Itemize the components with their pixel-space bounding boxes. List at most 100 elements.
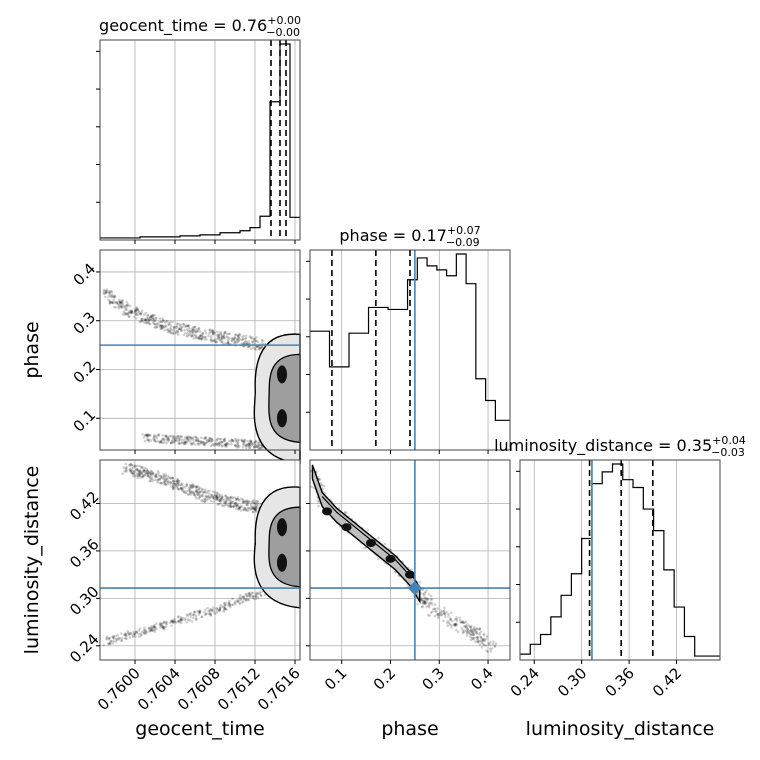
- panel-2d-geocent_time_vs_luminosity_distance-lower-tail-point-96: [208, 610, 211, 613]
- panel-2d-geocent_time_vs_phase-upper-tail-point-285: [237, 335, 241, 338]
- panel-2d-geocent_time_vs_phase-upper-tail-point-240: [164, 324, 167, 327]
- panel-2d-geocent_time_vs_luminosity_distance-upper-tail-point-219: [175, 485, 178, 489]
- panel-2d-geocent_time_vs_luminosity_distance-upper-tail-point-72: [194, 489, 198, 493]
- panel-2d-geocent_time_vs_luminosity_distance-upper-tail-point-366: [215, 494, 219, 497]
- panel-2d-geocent_time_vs_luminosity_distance-upper-tail-point-225: [146, 469, 149, 473]
- panel-2d-phase_vs_luminosity_distance-band-point-393: [420, 605, 424, 609]
- panel-2d-phase_vs_luminosity_distance-band-point-491: [478, 643, 482, 646]
- panel-2d-geocent_time_vs_luminosity_distance-upper-tail-point-267: [166, 482, 170, 486]
- panel-2d-geocent_time_vs_luminosity_distance-upper-tail-point-251: [125, 470, 128, 473]
- panel-2d-geocent_time_vs_phase-upper-tail-point-85: [191, 328, 195, 332]
- panel-2d-geocent_time_vs_luminosity_distance-lower-tail-point-75: [111, 636, 115, 640]
- panel-2d-geocent_time_vs_luminosity_distance-upper-tail-point-180: [137, 474, 141, 477]
- panel-2d-geocent_time_vs_luminosity_distance-lower-tail-point-156: [138, 627, 142, 630]
- panel-2d-geocent_time_vs_phase-lower-tail-point-152: [199, 440, 203, 443]
- panel-2d-geocent_time_vs_phase-lower-tail-point-40: [175, 439, 179, 443]
- panel-2d-geocent_time_vs_luminosity_distance-lower-tail-point-148: [215, 607, 218, 610]
- panel-2d-geocent_time_vs_luminosity_distance-lower-tail-point-141: [161, 626, 165, 629]
- panel-2d-geocent_time_vs_luminosity_distance-upper-tail-point-231: [238, 506, 242, 510]
- panel-2d-geocent_time_vs_luminosity_distance-upper-tail-point-218: [256, 504, 259, 508]
- panel-2d-geocent_time_vs_phase-upper-tail-point-69: [257, 345, 260, 349]
- panel-2d-geocent_time_vs_luminosity_distance-upper-tail-point-206: [253, 501, 257, 505]
- panel-2d-geocent_time_vs_luminosity_distance-upper-tail-point-84: [203, 500, 206, 503]
- panel-2d-geocent_time_vs_luminosity_distance-upper-tail-point-92: [154, 475, 157, 479]
- panel-2d-geocent_time_vs_luminosity_distance-upper-tail-point-174: [255, 510, 258, 513]
- panel-2d-geocent_time_vs_luminosity_distance-upper-tail-point-428: [150, 469, 153, 473]
- panel-2d-geocent_time_vs_phase-lower-tail-point-80: [223, 439, 226, 442]
- panel-2d-geocent_time_vs_phase-upper-tail-point-118: [147, 316, 150, 320]
- panel-2d-geocent_time_vs_luminosity_distance-upper-tail-point-69: [223, 504, 227, 507]
- panel-2d-geocent_time_vs_phase-upper-tail-point-32: [228, 337, 231, 340]
- panel-2d-phase_vs_luminosity_distance-band-point-130: [442, 612, 445, 616]
- panel-2d-phase_vs_luminosity_distance-band-point-59: [472, 632, 476, 636]
- panel-2d-geocent_time_vs_phase-upper-tail-point-67: [121, 302, 125, 305]
- panel-2d-geocent_time_vs_phase-upper-tail-point-139: [166, 319, 169, 323]
- panel-2d-geocent_time_vs_phase-lower-tail-point-254: [245, 443, 248, 447]
- panel-2d-geocent_time_vs_luminosity_distance-upper-tail-point-437: [139, 475, 142, 479]
- panel-hist-geocent_time-border: [99, 39, 301, 241]
- panel-2d-geocent_time_vs_luminosity_distance-upper-tail-point-379: [177, 488, 181, 491]
- panel-2d-geocent_time_vs_luminosity_distance-lower-tail-point-27: [211, 606, 215, 609]
- panel-2d-geocent_time_vs_luminosity_distance-upper-tail-point-176: [189, 484, 193, 487]
- panel-2d-geocent_time_vs_luminosity_distance-upper-tail-point-419: [171, 485, 175, 489]
- panel-2d-phase_vs_luminosity_distance-band-point-679: [449, 617, 452, 620]
- panel-2d-geocent_time_vs_phase-lower-tail-point-218: [196, 443, 200, 446]
- panel-2d-geocent_time_vs_luminosity_distance-lower-tail-point-208: [209, 612, 213, 616]
- panel-2d-geocent_time_vs_luminosity_distance-upper-tail-point-398: [140, 471, 144, 475]
- panel-2d-geocent_time_vs_phase-upper-tail-point-42: [110, 290, 113, 293]
- panel-2d-phase_vs_luminosity_distance-band-point-653: [429, 601, 432, 605]
- panel-2d-geocent_time_vs_phase-upper-tail-point-323: [219, 338, 222, 342]
- panel-2d-geocent_time_vs_luminosity_distance-lower-tail-point-191: [217, 609, 221, 613]
- panel-2d-geocent_time_vs_phase-lower-tail-point-297: [153, 438, 156, 441]
- panel-2d-geocent_time_vs_luminosity_distance-lower-tail-point-223: [204, 612, 208, 616]
- panel-2d-geocent_time_vs_luminosity_distance-upper-tail-point-153: [155, 473, 159, 476]
- panel-2d-geocent_time_vs_phase-upper-tail-point-22: [140, 319, 144, 323]
- panel-2d-geocent_time_vs_phase-upper-tail-point-279: [193, 329, 196, 332]
- panel-2d-geocent_time_vs_luminosity_distance-upper-tail-point-154: [238, 505, 242, 509]
- panel-2d-geocent_time_vs_phase-lower-tail-point-155: [194, 438, 197, 442]
- panel-2d-geocent_time_vs_phase-upper-tail-point-417: [113, 300, 117, 304]
- panel-2d-geocent_time_vs_phase-upper-tail-point-461: [188, 333, 191, 337]
- panel-2d-phase_vs_luminosity_distance-band-point-469: [362, 546, 366, 550]
- panel-2d-geocent_time_vs_phase-upper-tail-point-429: [222, 332, 226, 336]
- panel-2d-geocent_time_vs_phase-upper-tail-point-19: [198, 337, 201, 341]
- panel-2d-geocent_time_vs_phase-lower-tail-point-151: [236, 442, 240, 445]
- panel-2d-geocent_time_vs_luminosity_distance-lower-tail-point-132: [133, 632, 136, 636]
- panel-2d-phase_vs_luminosity_distance-band-point-694: [321, 487, 324, 491]
- panel-2d-geocent_time_vs_phase-upper-tail-point-404: [192, 334, 196, 337]
- panel-2d-geocent_time_vs_phase-upper-tail-point-160: [147, 322, 151, 326]
- panel-2d-geocent_time_vs_luminosity_distance-upper-tail-point-367: [217, 495, 221, 499]
- panel-2d-geocent_time_vs_luminosity_distance-upper-tail-point-104: [180, 489, 184, 492]
- panel-2d-geocent_time_vs_phase-upper-tail-point-406: [166, 328, 170, 332]
- panel-2d-geocent_time_vs_luminosity_distance-upper-tail-point-276: [169, 476, 173, 480]
- panel-2d-geocent_time_vs_luminosity_distance-upper-tail-point-166: [253, 508, 257, 511]
- panel-2d-phase_vs_luminosity_distance-band-point-143: [420, 598, 424, 602]
- panel-2d-geocent_time_vs_phase-lower-tail-point-258: [217, 442, 220, 446]
- panel-2d-geocent_time_vs_phase-lower-tail-point-298: [178, 435, 181, 438]
- panel-2d-geocent_time_vs_luminosity_distance-lower-tail-point-241: [222, 610, 226, 613]
- panel-2d-geocent_time_vs_luminosity_distance-lower-tail-point-55: [241, 595, 245, 599]
- panel-2d-geocent_time_vs_phase-upper-tail-point-175: [188, 329, 192, 333]
- panel-2d-geocent_time_vs_luminosity_distance-upper-tail-point-455: [136, 468, 140, 472]
- panel-2d-geocent_time_vs_phase-upper-tail-point-185: [236, 340, 240, 344]
- panel-2d-geocent_time_vs_phase-lower-tail-point-269: [236, 444, 240, 447]
- panel-2d-phase_vs_luminosity_distance-band-point-48: [469, 638, 473, 642]
- panel-2d-geocent_time_vs_phase-upper-tail-point-449: [169, 331, 172, 335]
- panel-2d-phase_vs_luminosity_distance-band-point-264: [472, 636, 476, 640]
- panel-2d-geocent_time_vs_phase-lower-tail-point-227: [227, 439, 231, 443]
- panel-2d-geocent_time_vs_phase-upper-tail-point-301: [172, 329, 176, 333]
- panel-2d-phase_vs_luminosity_distance-background: [310, 460, 510, 660]
- panel-2d-geocent_time_vs_luminosity_distance-lower-tail-point-56: [173, 620, 176, 624]
- panel-2d-phase_vs_luminosity_distance-band-point-220: [493, 644, 497, 647]
- panel-2d-geocent_time_vs_luminosity_distance-upper-tail-point-253: [176, 484, 179, 488]
- panel-2d-geocent_time_vs_phase-upper-tail-point-179: [178, 327, 182, 331]
- panel-2d-geocent_time_vs_luminosity_distance-lower-tail-point-189: [111, 635, 114, 639]
- panel-2d-geocent_time_vs_luminosity_distance-upper-tail-point-429: [151, 473, 155, 477]
- panel-2d-geocent_time_vs_luminosity_distance-upper-tail-point-467: [224, 494, 227, 498]
- panel-2d-geocent_time_vs_phase-lower-tail-point-47: [144, 433, 147, 437]
- panel-2d-geocent_time_vs_luminosity_distance-lower-tail-point-267: [136, 632, 139, 635]
- panel-2d-geocent_time_vs_luminosity_distance-upper-tail-point-40: [133, 470, 136, 474]
- panel-2d-geocent_time_vs_phase-upper-tail-point-193: [182, 323, 185, 326]
- panel-2d-phase_vs_luminosity_distance-band-point-539: [481, 638, 485, 641]
- panel-2d-geocent_time_vs_luminosity_distance-lower-tail-point-200: [248, 595, 252, 598]
